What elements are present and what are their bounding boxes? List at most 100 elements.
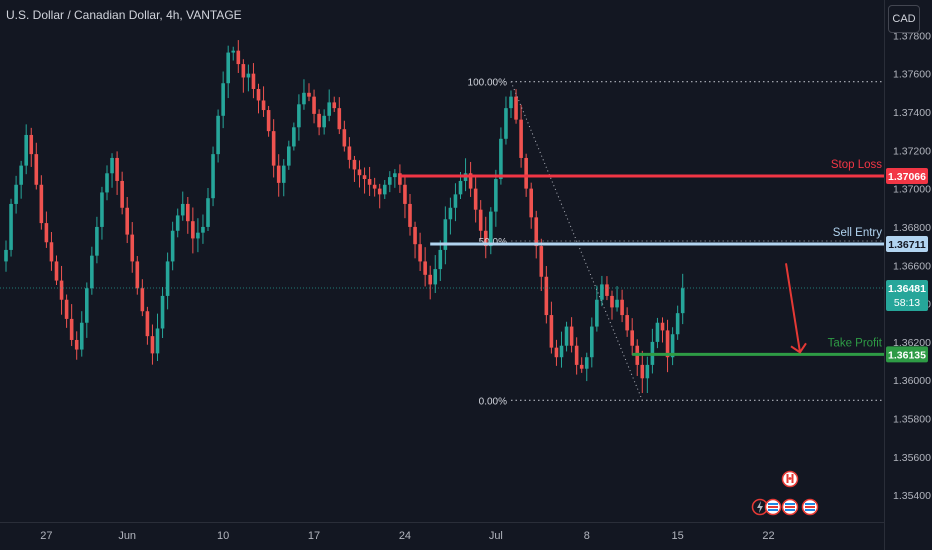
candle-body (29, 134, 34, 155)
candle-body (135, 261, 140, 289)
candle-body (519, 119, 523, 158)
candle-body (483, 230, 488, 247)
candle-body (372, 184, 377, 189)
candle-body (342, 129, 347, 147)
price-tick-label: 1.36000 (893, 375, 931, 387)
candle-body (433, 269, 438, 285)
candle-body (393, 173, 397, 178)
stop-loss-price-badge (886, 167, 928, 184)
candle-body (377, 188, 382, 195)
price-tick-label: 1.37800 (893, 30, 931, 42)
sell-entry-label: Sell Entry (833, 227, 882, 239)
candle-body (448, 207, 453, 220)
take-profit-label: Take Profit (828, 337, 883, 349)
candle-body (226, 52, 230, 84)
candle-body (79, 322, 84, 350)
candle-body (266, 110, 271, 132)
price-tick-label: 1.37400 (893, 107, 931, 119)
candle-body (367, 179, 372, 185)
candle-body (534, 217, 539, 247)
last-price-badge (886, 280, 928, 312)
candle-body (170, 230, 175, 262)
candle-body (276, 165, 281, 183)
lightning-icon[interactable] (751, 498, 769, 516)
candle-body (100, 192, 104, 227)
candle-body (24, 134, 28, 166)
time-tick-label: 10 (217, 530, 229, 542)
candle-body (302, 92, 306, 105)
candle-body (39, 184, 44, 224)
candle-body (256, 88, 261, 101)
us-flag-icon[interactable] (801, 498, 819, 516)
candle-body (428, 274, 432, 285)
candle-body (19, 165, 23, 185)
candle-body (453, 194, 458, 208)
candle-body (554, 347, 559, 358)
economic-events[interactable] (751, 470, 819, 516)
candle-body (670, 334, 675, 358)
candle-body (59, 280, 64, 300)
candle-body (645, 364, 650, 379)
candle-body (509, 96, 513, 109)
time-tick-label: 22 (762, 530, 774, 542)
candlestick-series (4, 40, 685, 394)
take-profit-price-badge-label: 1.36135 (888, 349, 926, 361)
time-tick-label: 17 (308, 530, 320, 542)
candle-body (559, 345, 564, 358)
candle-body (186, 203, 190, 222)
candle-body (489, 211, 493, 247)
candle-body (332, 102, 337, 109)
candle-body (110, 157, 114, 174)
candle-body (499, 138, 503, 180)
candle-body (398, 173, 402, 185)
candle-body (125, 207, 129, 235)
candle-body (468, 173, 473, 189)
price-tick-label: 1.35600 (893, 452, 931, 464)
candle-body (438, 249, 443, 270)
candle-body (251, 73, 256, 89)
price-tick-label: 1.36600 (893, 260, 931, 272)
time-tick-label: Jul (489, 530, 503, 542)
time-axis[interactable]: 27 Jun 10 17 24 Jul 8 15 22 (0, 522, 884, 543)
candle-body (236, 50, 241, 65)
sell-entry-price-badge-label: 1.36711 (888, 239, 926, 251)
sell-entry-price-badge (886, 235, 928, 252)
price-axis[interactable]: 1.37800 1.37600 1.37400 1.37200 1.37000 1.368… (884, 0, 932, 550)
price-tick-label: 1.36800 (893, 222, 931, 234)
candle-body (640, 364, 645, 379)
last-price-label: 1.36481 (888, 283, 926, 295)
currency-button[interactable]: CAD (888, 5, 920, 33)
time-tick-label: Jun (118, 530, 136, 542)
candle-body (271, 131, 276, 166)
candle-body (660, 322, 665, 331)
candle-body (600, 284, 604, 300)
candle-body (478, 209, 483, 231)
candle-body (261, 100, 266, 111)
candle-body (352, 159, 357, 170)
candle-body (504, 108, 508, 139)
candle-body (175, 215, 180, 231)
candle-body (529, 188, 533, 218)
candle-body (201, 226, 205, 233)
us-flag-icon[interactable] (781, 498, 799, 516)
candle-body (155, 328, 160, 354)
candle-body (458, 180, 463, 195)
candle-body (423, 261, 427, 275)
candle-body (241, 64, 246, 78)
candle-body (514, 96, 518, 120)
candle-body (524, 157, 528, 189)
candle-body (418, 244, 422, 262)
candle-body (64, 299, 69, 319)
price-tick-label: 1.37600 (893, 69, 931, 81)
candle-body (297, 104, 301, 128)
candle-body (74, 339, 79, 350)
candle-body (473, 188, 478, 210)
us-flag-icon[interactable] (764, 498, 782, 516)
time-tick-label: 24 (399, 530, 411, 542)
canada-flag-icon[interactable] (781, 470, 799, 488)
candle-body (281, 165, 286, 183)
candle-body (221, 83, 225, 116)
candle-body (413, 226, 417, 245)
candle-body (115, 157, 119, 181)
